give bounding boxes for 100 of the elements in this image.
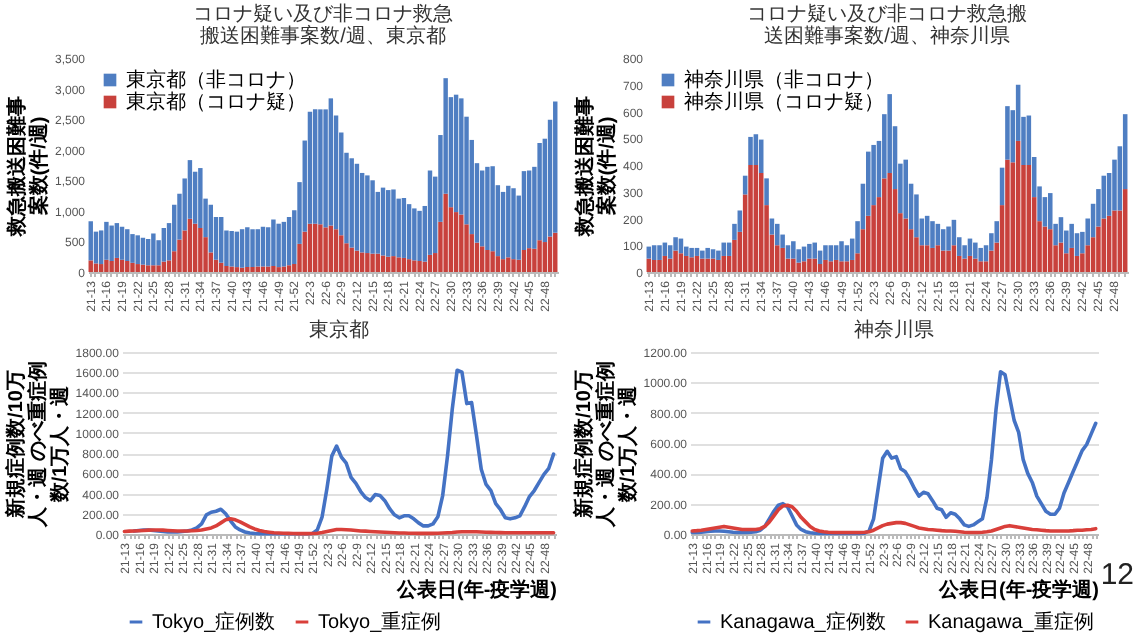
bar [930,221,935,248]
bar [989,250,994,272]
bar [978,247,983,262]
y-axis-title: 新規症例数/10万人・週 のべ重症例数/1万人・週 [571,361,640,529]
bar [245,227,250,268]
bar [307,111,313,224]
bar [828,261,834,272]
bar [380,255,386,272]
bar [887,173,892,272]
bar [1069,223,1074,248]
bar [485,166,490,250]
bar [511,188,516,260]
bar [1005,106,1010,160]
bar [386,190,391,257]
bar [265,266,271,272]
bar [801,261,807,272]
bar [839,241,844,262]
bar [365,175,370,254]
bar [391,189,396,257]
legend-label: Tokyo_重症例 [318,610,442,634]
bar [417,260,422,272]
bar [914,237,919,272]
bar [1080,253,1085,272]
bar [406,204,412,260]
bar [271,219,276,266]
bar [721,255,727,272]
bar [151,265,156,272]
bar [689,257,694,272]
bar [737,210,743,232]
bar [833,245,839,260]
bar [973,258,978,272]
bar [198,227,203,272]
legend-label: Kanagawa_重症例 [928,610,1094,634]
legend-label: 神奈川県（非コロナ） [684,68,884,92]
bar [667,245,673,259]
bar [401,257,407,272]
bar [500,191,506,260]
bar [114,257,120,272]
bar [333,229,339,272]
bar [764,178,769,206]
bar [1069,247,1074,272]
bar [219,216,224,263]
bar [500,259,506,272]
bar [823,245,828,260]
bar [104,221,109,260]
bar [973,242,978,259]
bar [732,239,737,272]
bar [88,221,93,261]
bar [1112,210,1117,272]
bar [365,253,370,272]
bar [125,260,130,272]
bar [255,229,260,267]
bar [109,260,114,272]
bar [839,261,844,272]
bar [689,247,694,258]
bar [807,258,812,272]
bar [812,242,818,259]
bar [453,94,459,213]
bar [526,248,532,272]
bar [391,256,396,272]
bar [401,198,407,258]
bar [312,109,318,224]
bar [250,229,255,268]
legend-label: Tokyo_症例数 [152,610,276,634]
line-series [690,503,1098,535]
bar [651,245,657,260]
bar [265,227,271,267]
bar [109,225,114,261]
bar [705,258,710,272]
bar [495,256,501,272]
bar [323,227,328,272]
bar [673,237,678,251]
bar [114,223,120,258]
bar [882,178,887,272]
bar [946,250,951,272]
bar [453,212,459,272]
chart-title: コロナ疑い及び非コロナ救急搬送困難事案数/週、神奈川県 [747,2,1027,48]
line-series [122,517,556,536]
bar [553,101,558,233]
bar [780,247,785,272]
bar [1005,159,1010,272]
bar [406,259,412,272]
bar [716,259,721,272]
legend-label: Kanagawa_症例数 [720,610,886,634]
bar [521,249,527,272]
bar [312,223,318,272]
bar [119,226,125,260]
bar [553,232,558,272]
bar [135,264,140,272]
bar [260,266,266,272]
bar [318,224,323,272]
bar [354,163,360,251]
bar [684,255,689,272]
bar [459,214,464,272]
bar [791,258,796,272]
bar [485,249,490,272]
bar [412,260,417,272]
bar [130,234,135,263]
bar [344,243,349,272]
bar [255,266,260,272]
